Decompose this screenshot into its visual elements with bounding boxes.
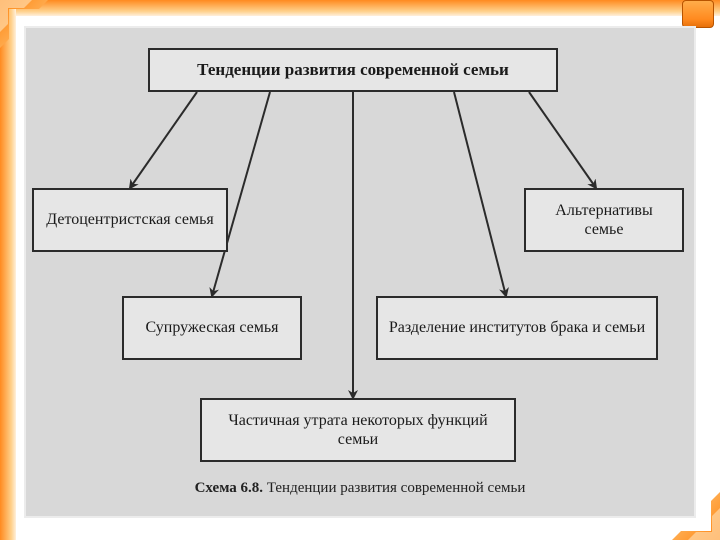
figure-caption: Схема 6.8. Тенденции развития современно… [26, 480, 694, 497]
slide-frame: Тенденции развития современной семьи Дет… [0, 0, 720, 540]
caption-text: Тенденции развития современной семьи [263, 480, 525, 496]
root-node: Тенденции развития современной семьи [148, 48, 558, 92]
node-label: Разделение институтов брака и семьи [389, 318, 645, 337]
child-node-separation: Разделение институтов брака и семьи [376, 296, 658, 360]
node-label: Альтернативы семье [536, 201, 672, 239]
node-label: Частичная утрата некоторых функций семьи [212, 411, 504, 449]
close-button[interactable] [682, 0, 714, 28]
node-label: Детоцентристская семья [46, 210, 214, 229]
root-node-label: Тенденции развития современной семьи [197, 60, 509, 80]
child-node-alternatives: Альтернативы семье [524, 188, 684, 252]
diagram-canvas: Тенденции развития современной семьи Дет… [26, 28, 694, 516]
left-accent-bar [0, 0, 16, 540]
caption-number: Схема 6.8. [195, 480, 263, 496]
node-label: Супружеская семья [145, 318, 278, 337]
child-node-partial-loss: Частичная утрата некоторых функций семьи [200, 398, 516, 462]
top-accent-bar [0, 0, 720, 16]
child-node-detocentrist: Детоцентристская семья [32, 188, 228, 252]
diagram-figure: Тенденции развития современной семьи Дет… [24, 26, 696, 518]
child-node-conjugal: Супружеская семья [122, 296, 302, 360]
